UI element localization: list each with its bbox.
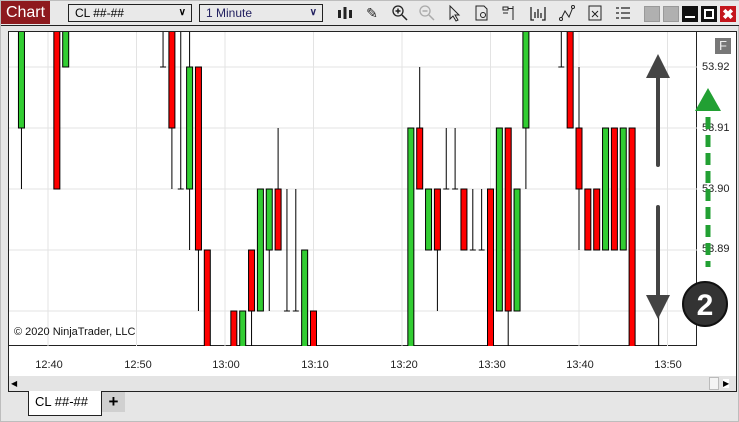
candle-body [504, 127, 512, 312]
pointer-icon[interactable] [445, 4, 463, 22]
copyright-text: © 2020 NinjaTrader, LLC [14, 326, 136, 338]
minimize-icon [685, 16, 695, 18]
strategies-icon[interactable] [558, 4, 576, 22]
close-icon: ✖ [722, 6, 734, 22]
scroll-left-icon[interactable]: ◀ [11, 379, 18, 388]
candle-body [62, 32, 70, 68]
time-label: 13:10 [301, 359, 329, 371]
maximize-button[interactable] [701, 6, 717, 22]
candle-body [425, 188, 433, 251]
candle-body [168, 32, 176, 129]
horizontal-scrollbar[interactable]: ◀ ▶ [9, 376, 736, 391]
candle-body [575, 127, 583, 190]
time-label: 12:50 [124, 359, 152, 371]
candle-body [433, 188, 441, 251]
list-icon[interactable] [614, 4, 632, 22]
chart-panel: © 2020 NinjaTrader, LLC F 53.92 53.91 53… [8, 31, 737, 392]
price-plot[interactable]: © 2020 NinjaTrader, LLC [9, 32, 697, 346]
f-button[interactable]: F [715, 38, 731, 54]
zoom-out-icon[interactable] [418, 4, 436, 22]
dashed-green-arrow-icon [695, 88, 721, 267]
candlestick-chart [9, 32, 697, 346]
scroll-arrows-overlay: 2 [646, 54, 728, 327]
toolbar: Chart CL ##-## ∨ 1 Minute ∨ ✎ ✖ [1, 1, 739, 26]
window-tile-button[interactable] [644, 6, 660, 22]
chevron-down-icon: ∨ [309, 7, 317, 18]
candle-body [610, 127, 618, 251]
candle-body [602, 127, 610, 251]
badge: 2 [682, 281, 728, 327]
minimize-button[interactable] [682, 6, 698, 22]
instrument-selector[interactable]: CL ##-## ∨ [68, 4, 192, 22]
candle-body [203, 249, 211, 346]
candle-body [186, 66, 194, 190]
candle-body [256, 188, 264, 312]
candle-body [274, 188, 282, 251]
candle-body [460, 188, 468, 251]
arrow-down-icon [646, 205, 670, 319]
scroll-right-icon[interactable]: ▶ [723, 379, 730, 388]
candle-body [593, 188, 601, 251]
tab-cl[interactable]: CL ##-## [28, 391, 102, 416]
candle-body [17, 32, 25, 129]
candle-body [301, 249, 309, 346]
candle-body [230, 310, 238, 346]
time-label: 12:40 [35, 359, 63, 371]
templates-icon[interactable] [586, 4, 604, 22]
draw-pencil-icon[interactable]: ✎ [366, 5, 378, 21]
price-label: 53.92 [702, 61, 730, 73]
time-label: 13:50 [654, 359, 682, 371]
scroll-thumb[interactable] [709, 377, 719, 390]
time-label: 13:20 [390, 359, 418, 371]
candle-body [513, 188, 521, 312]
candle-body [619, 127, 627, 251]
indicators-icon[interactable] [529, 4, 547, 22]
candle-body [310, 310, 317, 346]
properties-icon[interactable] [501, 4, 519, 22]
candle-body [584, 188, 592, 251]
candle-body [495, 127, 503, 312]
time-label: 13:00 [212, 359, 240, 371]
arrow-up-icon [646, 54, 670, 167]
close-button[interactable]: ✖ [720, 6, 736, 22]
candle-body [407, 127, 415, 346]
interval-selector[interactable]: 1 Minute ∨ [199, 4, 323, 22]
candle-body [628, 127, 636, 346]
add-tab-button[interactable]: + [102, 392, 125, 412]
maximize-icon [704, 9, 714, 19]
time-label: 13:30 [478, 359, 506, 371]
data-box-icon[interactable] [473, 4, 491, 22]
candle-body [487, 188, 494, 346]
candle-body [53, 32, 61, 190]
bar-type-icon[interactable] [336, 4, 354, 22]
chevron-down-icon: ∨ [178, 7, 186, 18]
candle-body [522, 32, 530, 129]
interval-value: 1 Minute [206, 6, 253, 20]
window-tile-button-2[interactable] [663, 6, 679, 22]
candle-body [265, 188, 273, 251]
chart-brand: Chart [1, 1, 50, 24]
instrument-value: CL ##-## [75, 6, 124, 20]
candle-body [248, 249, 256, 312]
candle-body [566, 32, 574, 129]
time-label: 13:40 [566, 359, 594, 371]
candle-body [416, 127, 424, 190]
badge-number: 2 [697, 289, 714, 322]
candle-body [194, 66, 202, 251]
zoom-in-icon[interactable] [391, 4, 409, 22]
candle-body [239, 310, 247, 346]
